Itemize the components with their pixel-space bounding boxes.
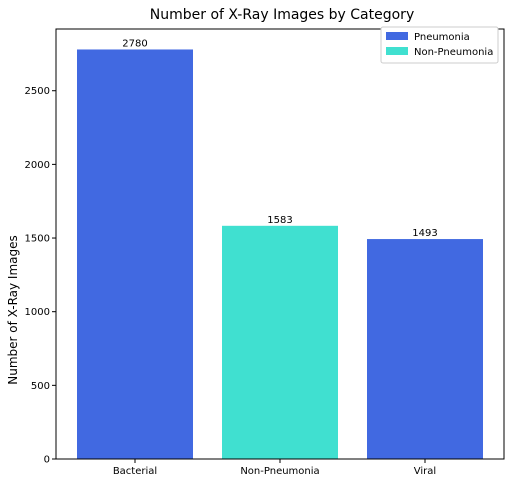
- bar-value-label: 2780: [122, 38, 147, 49]
- y-tick-label: 500: [31, 381, 50, 392]
- bars-group: 2780 1583 1493: [77, 38, 483, 459]
- y-axis-label: Number of X-Ray Images: [6, 235, 20, 385]
- ticks-group: Bacterial Non-Pneumonia Viral 0 500 1000 1500 2…: [25, 86, 437, 477]
- x-tick-label: Viral: [414, 466, 436, 477]
- bar-non-pneumonia: [222, 225, 338, 459]
- y-tick-label: 0: [44, 455, 50, 466]
- legend-label: Pneumonia: [414, 32, 470, 43]
- legend: Pneumonia Non-Pneumonia: [380, 26, 499, 64]
- bar-value-label: 1583: [267, 215, 292, 226]
- bar-viral: [367, 239, 483, 459]
- x-tick-label: Bacterial: [113, 466, 157, 477]
- legend-label: Non-Pneumonia: [414, 47, 493, 58]
- x-tick-label: Non-Pneumonia: [240, 466, 319, 477]
- legend-box: [380, 26, 499, 64]
- plot-frame: [55, 28, 505, 460]
- legend-swatch: [386, 47, 408, 55]
- y-tick-label: 2000: [25, 160, 50, 171]
- chart-title: Number of X-Ray Images by Category: [150, 7, 414, 23]
- y-tick-label: 2500: [25, 86, 50, 97]
- y-tick-label: 1500: [25, 234, 50, 245]
- bar-value-label: 1493: [412, 228, 437, 239]
- legend-swatch: [386, 32, 408, 40]
- bar-bacterial: [77, 49, 193, 459]
- y-tick-label: 1000: [25, 307, 50, 318]
